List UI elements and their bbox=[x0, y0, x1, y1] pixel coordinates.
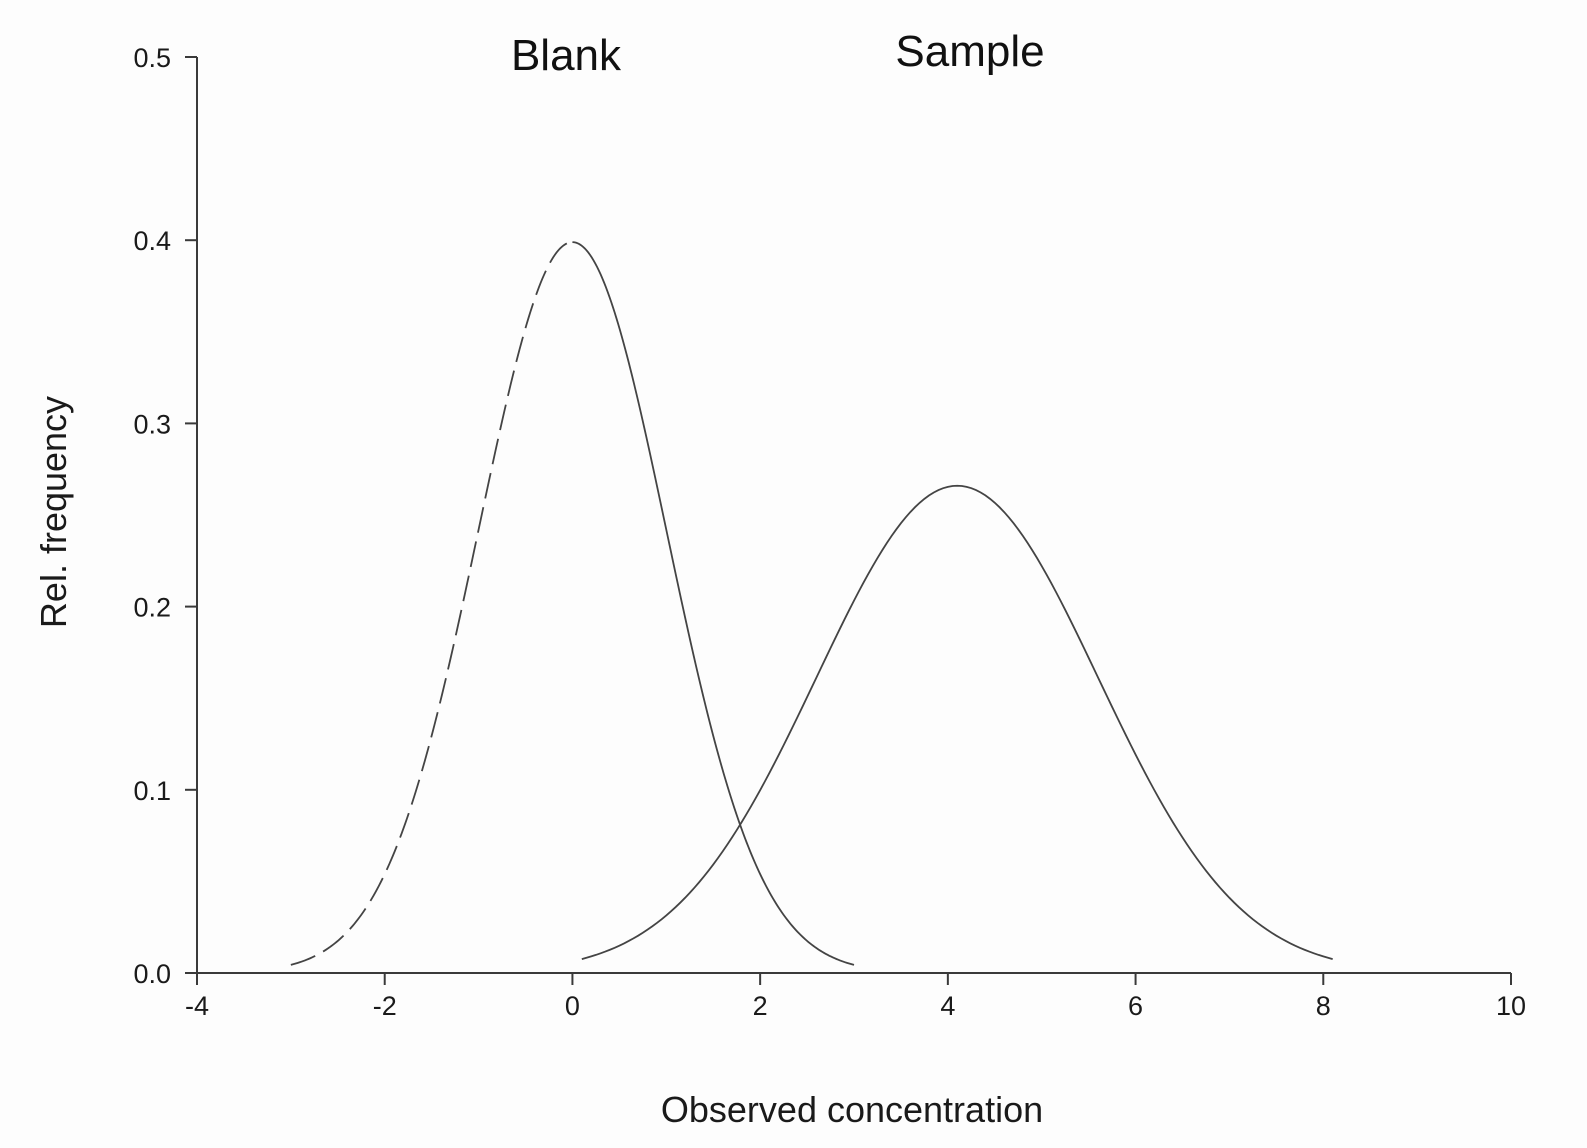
y-tick-label: 0.1 bbox=[133, 776, 171, 806]
plot-area bbox=[290, 241, 1333, 966]
y-tick-label: 0.5 bbox=[133, 43, 171, 73]
blank-curve bbox=[572, 241, 855, 966]
x-axis: -4 -2 0 2 4 6 8 10 bbox=[185, 972, 1526, 1021]
y-axis-title: Rel. frequency bbox=[33, 396, 74, 628]
sample-curve-label: Sample bbox=[895, 27, 1044, 76]
x-tick-label: -4 bbox=[185, 991, 209, 1021]
x-axis-title: Observed concentration bbox=[661, 1089, 1043, 1130]
y-tick-label: 0.3 bbox=[133, 409, 171, 439]
x-tick-label: 0 bbox=[565, 991, 580, 1021]
x-tick-label: 8 bbox=[1316, 991, 1331, 1021]
y-tick-label: 0.2 bbox=[133, 593, 171, 623]
y-tick-label: 0.4 bbox=[133, 226, 171, 256]
y-tick-label: 0.0 bbox=[133, 959, 171, 989]
x-tick-label: 4 bbox=[940, 991, 955, 1021]
x-tick-label: 6 bbox=[1128, 991, 1143, 1021]
x-tick-label: 2 bbox=[753, 991, 768, 1021]
x-tick-label: 10 bbox=[1496, 991, 1526, 1021]
sample-curve bbox=[581, 484, 1333, 960]
blank-curve-dashed bbox=[290, 241, 573, 966]
x-tick-label: -2 bbox=[373, 991, 397, 1021]
blank-curve-label: Blank bbox=[511, 31, 622, 80]
y-axis: 0.0 0.1 0.2 0.3 0.4 0.5 bbox=[133, 43, 198, 989]
